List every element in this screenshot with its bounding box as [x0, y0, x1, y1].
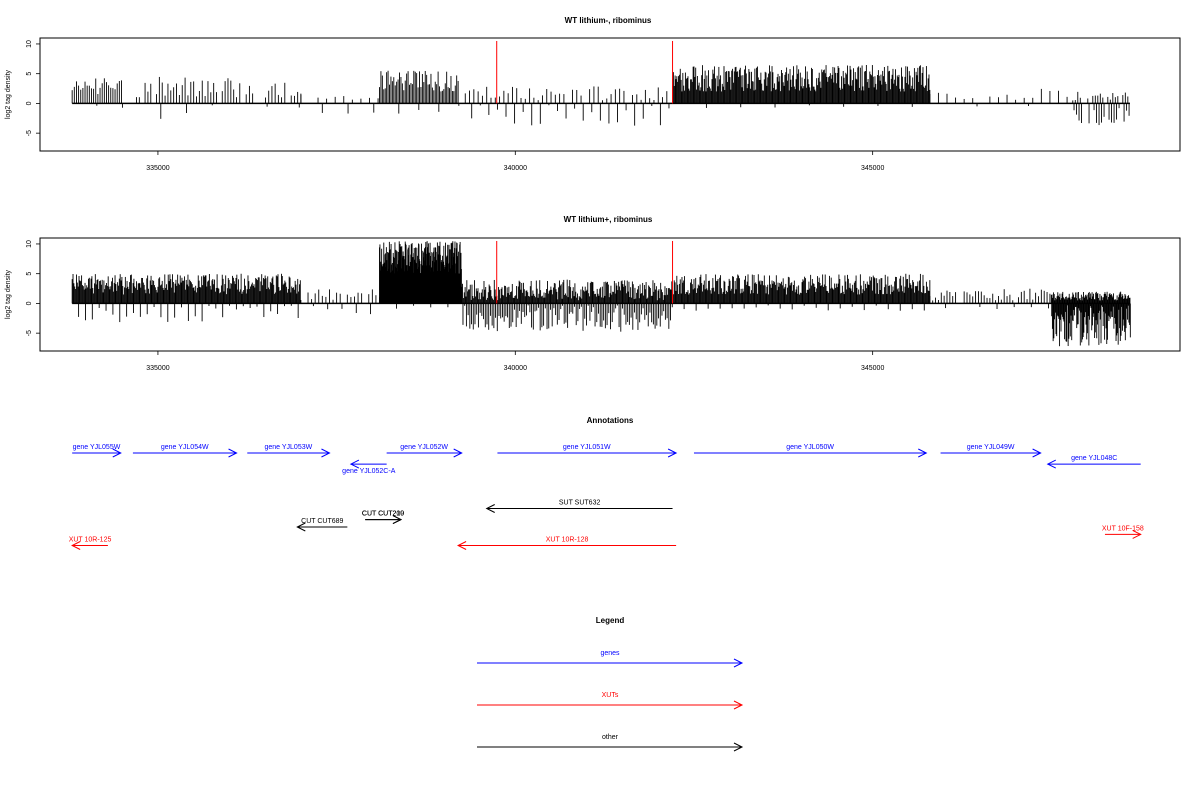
panel-title: WT lithium-, ribominus [565, 16, 652, 25]
legend-arrow-gene-head [733, 658, 744, 668]
feature-arrow-xut-head [1132, 529, 1142, 539]
feature-label-gene: gene YJL054W [161, 444, 209, 451]
feature-arrow-gene-head [1032, 448, 1042, 458]
feature-label-gene: gene YJL053W [264, 444, 312, 451]
feature-arrow-other-head [296, 522, 306, 532]
feature-label-other: CUT CUT209 [362, 511, 404, 518]
y-tick-label: 5 [26, 72, 33, 76]
feature-arrow-gene-head [667, 448, 678, 458]
feature-label-other: CUT CUT210 [362, 511, 404, 518]
feature-label-gene: gene YJL051W [563, 444, 611, 451]
legend-label-xut: XUTs [602, 692, 619, 699]
y-tick-label: -5 [26, 330, 33, 336]
feature-arrow-gene-head [1046, 459, 1056, 469]
feature-arrow-gene-head [112, 448, 122, 458]
x-tick-label: 335000 [146, 365, 169, 372]
feature-label-other: CUT CUT689 [301, 518, 343, 525]
x-tick-label: 345000 [861, 365, 884, 372]
y-tick-label: 5 [26, 272, 33, 276]
feature-label-gene: gene YJL052W [400, 444, 448, 451]
feature-label-gene: gene YJL050W [786, 444, 834, 451]
feature-arrow-gene-head [453, 448, 463, 458]
feature-label-xut: XUT 10R-125 [69, 537, 112, 544]
feature-arrow-gene-head [918, 448, 928, 458]
legend-title: Legend [596, 616, 625, 625]
y-axis-label: log2 tag density [5, 269, 12, 319]
y-tick-label: 10 [26, 40, 33, 48]
annotations-title: Annotations [587, 416, 634, 425]
y-tick-label: 0 [26, 101, 33, 105]
feature-arrow-other-head [392, 515, 403, 525]
x-tick-label: 340000 [504, 165, 527, 172]
feature-label-gene: gene YJL055W [73, 444, 121, 451]
legend-arrow-other-head [733, 742, 744, 752]
y-tick-label: -5 [26, 130, 33, 136]
feature-label-xut: XUT 10F-158 [1102, 525, 1144, 532]
feature-label-xut: XUT 10R-128 [546, 537, 589, 544]
feature-label-gene: gene YJL049W [967, 444, 1015, 451]
feature-arrow-gene-head [349, 459, 360, 469]
feature-arrow-other-head [485, 504, 495, 513]
feature-label-other: SUT SUT632 [559, 500, 601, 507]
x-tick-label: 335000 [146, 165, 169, 172]
feature-arrow-gene-head [321, 448, 331, 458]
feature-arrow-xut-head [457, 541, 467, 550]
legend-arrow-xut-head [733, 700, 744, 710]
feature-arrow-xut-head [71, 541, 81, 550]
panel-title: WT lithium+, ribominus [564, 215, 653, 224]
feature-arrow-gene-head [228, 448, 238, 458]
y-tick-label: 10 [26, 240, 33, 248]
x-tick-label: 340000 [504, 365, 527, 372]
legend-label-other: other [602, 734, 619, 741]
y-axis-label: log2 tag density [5, 69, 12, 119]
y-tick-label: 0 [26, 301, 33, 305]
feature-label-gene: gene YJL052C-A [342, 468, 396, 475]
legend-label-gene: genes [600, 650, 620, 657]
feature-label-gene: gene YJL048C [1071, 455, 1117, 462]
x-tick-label: 345000 [861, 165, 884, 172]
